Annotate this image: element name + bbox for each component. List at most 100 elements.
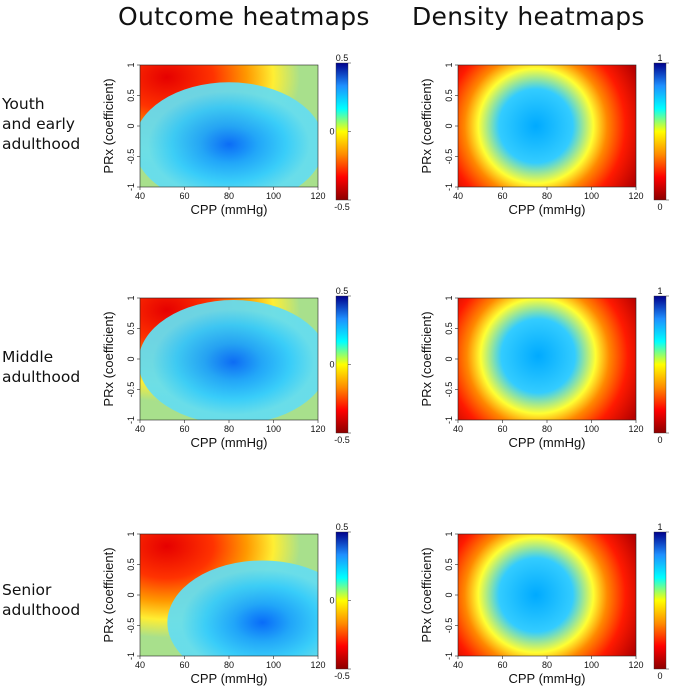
y-tick-label: -1	[126, 416, 136, 424]
colorbar	[653, 295, 667, 434]
x-tick-label: 100	[584, 424, 599, 434]
colorbar-tick-label: 0	[329, 127, 334, 137]
x-tick-label: 100	[266, 191, 281, 201]
row-label-line: Middle	[2, 348, 54, 366]
heatmap-field	[458, 534, 636, 656]
row-label-youth: Youth and early adulthood	[2, 94, 80, 154]
colorbar	[653, 62, 667, 201]
colorbar-tick-label: 0	[657, 202, 662, 212]
heatmap-svg: 40 60 80 100 120 -1 -0.5 0 0.5 1 CPP (mmHg) PRx (co…	[101, 53, 351, 217]
colorbar-tick-label: 0	[329, 360, 334, 370]
y-tick-label: 0.5	[444, 322, 454, 335]
x-tick-label: 120	[628, 424, 643, 434]
x-tick-label: 60	[179, 660, 189, 670]
colorbar	[335, 531, 349, 670]
density-peak	[458, 534, 636, 656]
heatmap-svg: 40 60 80 100 120 -1 -0.5 0 0.5 1 CPP (mmHg) PRx (co…	[101, 286, 351, 450]
density-column-title: Density heatmaps	[412, 2, 645, 31]
colorbar-tick-label: 0	[657, 671, 662, 681]
colorbar-tick-label: 0	[329, 596, 334, 606]
x-axis-label: CPP (mmHg)	[190, 202, 267, 217]
heatmap-field	[458, 65, 636, 187]
row-label-line: adulthood	[2, 135, 81, 153]
y-axis-label: PRx (coefficient)	[101, 311, 116, 406]
colorbar-tick-label: 0.5	[336, 53, 349, 63]
x-tick-label: 80	[224, 660, 234, 670]
y-tick-label: 0.5	[126, 558, 136, 571]
heatmap-svg: 40 60 80 100 120 -1 -0.5 0 0.5 1 CPP (mmHg) PRx (co…	[419, 522, 669, 686]
y-tick-label: 1	[126, 62, 136, 67]
y-axis-label: PRx (coefficient)	[101, 547, 116, 642]
y-tick-label: 0	[444, 592, 454, 597]
x-tick-label: 80	[542, 424, 552, 434]
colorbar-tick-label: 0.5	[336, 286, 349, 296]
x-tick-label: 60	[497, 191, 507, 201]
x-tick-label: 40	[453, 660, 463, 670]
x-tick-label: 100	[266, 660, 281, 670]
row-label-line: and early	[2, 115, 75, 133]
y-tick-label: -0.5	[126, 618, 136, 634]
x-tick-label: 40	[135, 424, 145, 434]
heatmap-svg: 40 60 80 100 120 -1 -0.5 0 0.5 1 CPP (mmHg) PRx (co…	[419, 53, 669, 217]
density-heatmap-youth: 40 60 80 100 120 -1 -0.5 0 0.5 1 CPP (mmHg) PRx (co…	[418, 53, 669, 217]
x-tick-label: 40	[453, 191, 463, 201]
colorbar-tick-label: 0	[657, 435, 662, 445]
x-tick-label: 100	[584, 191, 599, 201]
x-tick-label: 60	[497, 424, 507, 434]
heatmap-field	[140, 534, 318, 656]
x-tick-label: 60	[179, 191, 189, 201]
outcome-optimum-region	[167, 560, 318, 656]
x-tick-label: 80	[542, 191, 552, 201]
y-tick-label: -0.5	[126, 382, 136, 398]
x-axis-label: CPP (mmHg)	[508, 202, 585, 217]
y-tick-label: 0	[444, 356, 454, 361]
y-tick-label: -1	[444, 652, 454, 660]
y-tick-label: -0.5	[444, 618, 454, 634]
y-tick-label: -1	[126, 652, 136, 660]
y-tick-label: -1	[126, 183, 136, 191]
heatmap-svg: 40 60 80 100 120 -1 -0.5 0 0.5 1 CPP (mmHg) PRx (co…	[419, 286, 669, 450]
outcome-column-title: Outcome heatmaps	[118, 2, 370, 31]
row-label-line: adulthood	[2, 368, 81, 386]
x-axis-label: CPP (mmHg)	[508, 435, 585, 450]
outcome-heatmap-middle: 40 60 80 100 120 -1 -0.5 0 0.5 1 CPP (mmHg) PRx (co…	[100, 286, 351, 450]
x-tick-label: 120	[628, 660, 643, 670]
colorbar-tick-label: -0.5	[334, 202, 350, 212]
colorbar-tick-label: 1	[657, 286, 662, 296]
colorbar-tick-label: 1	[657, 53, 662, 63]
x-tick-label: 40	[135, 660, 145, 670]
heatmap-field	[140, 298, 318, 420]
y-tick-label: -0.5	[444, 382, 454, 398]
y-tick-label: 1	[444, 531, 454, 536]
x-tick-label: 120	[310, 660, 325, 670]
y-axis-label: PRx (coefficient)	[419, 78, 434, 173]
heatmap-field	[140, 65, 318, 187]
row-label-line: Youth	[2, 95, 45, 113]
y-tick-label: 0.5	[444, 558, 454, 571]
colorbar	[335, 62, 349, 201]
x-tick-label: 120	[310, 424, 325, 434]
y-tick-label: 1	[444, 295, 454, 300]
y-tick-label: 1	[126, 531, 136, 536]
y-tick-label: 1	[126, 295, 136, 300]
y-tick-label: 1	[444, 62, 454, 67]
density-peak	[458, 298, 636, 420]
x-tick-label: 120	[310, 191, 325, 201]
y-tick-label: 0.5	[444, 89, 454, 102]
colorbar-tick-label: -0.5	[334, 435, 350, 445]
colorbar	[653, 531, 667, 670]
outcome-optimum-region	[140, 300, 318, 420]
y-tick-label: -1	[444, 183, 454, 191]
row-label-line: adulthood	[2, 601, 81, 619]
y-tick-label: 0	[126, 123, 136, 128]
x-tick-label: 40	[135, 191, 145, 201]
colorbar-tick-label: -0.5	[334, 671, 350, 681]
x-axis-label: CPP (mmHg)	[190, 435, 267, 450]
y-axis-label: PRx (coefficient)	[101, 78, 116, 173]
colorbar-tick-label: 1	[657, 522, 662, 532]
x-axis-label: CPP (mmHg)	[190, 671, 267, 686]
heatmap-svg: 40 60 80 100 120 -1 -0.5 0 0.5 1 CPP (mmHg) PRx (co…	[101, 522, 351, 686]
density-heatmap-middle: 40 60 80 100 120 -1 -0.5 0 0.5 1 CPP (mmHg) PRx (co…	[418, 286, 669, 450]
colorbar-tick-label: 0.5	[336, 522, 349, 532]
y-tick-label: -1	[444, 416, 454, 424]
